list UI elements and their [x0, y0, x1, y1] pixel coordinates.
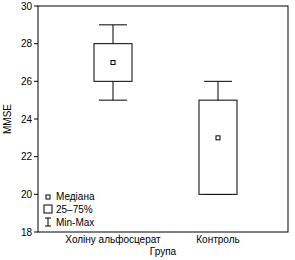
legend-whisker-icon [48, 218, 49, 226]
y-tick [34, 119, 38, 120]
x-tick-label: Контроль [196, 234, 239, 245]
y-tick-label: 24 [21, 114, 33, 125]
upper-whisker [218, 81, 219, 100]
legend-label: Min-Max [56, 217, 94, 228]
legend-label: 25–75% [56, 204, 93, 215]
lower-whisker [113, 81, 114, 100]
background [0, 0, 295, 260]
legend: Медіана 25–75% Min-Max [44, 191, 95, 228]
y-tick [34, 81, 38, 82]
plot-frame [38, 6, 288, 232]
chart: 18 20 22 24 26 28 30 MMSE Холіну альфосцерат Конт… [0, 0, 295, 260]
box [199, 100, 237, 194]
y-tick-label: 20 [21, 189, 33, 200]
y-tick [34, 6, 38, 7]
y-tick [34, 194, 38, 195]
legend-label: Медіана [56, 191, 95, 202]
y-tick-label: 26 [21, 76, 33, 87]
y-tick-label: 18 [21, 227, 33, 238]
legend-whisker-icon [45, 226, 51, 227]
median-marker [216, 136, 220, 140]
y-tick-label: 28 [21, 38, 33, 49]
box [94, 44, 132, 82]
y-tick [34, 156, 38, 157]
x-tick-label: Холіну альфосцерат [65, 234, 161, 245]
y-tick-label: 22 [21, 151, 33, 162]
marks [94, 25, 237, 195]
legend-median-icon [46, 195, 50, 199]
y-tick [34, 43, 38, 44]
max-cap [99, 24, 127, 25]
y-tick-label: 30 [21, 1, 33, 12]
median-marker [111, 61, 115, 65]
x-axis-label: Група [150, 246, 177, 257]
max-cap [204, 81, 232, 82]
y-axis-label: MMSE [2, 104, 13, 134]
min-cap [99, 100, 127, 101]
y-tick [34, 232, 38, 233]
legend-box-icon [44, 205, 52, 213]
upper-whisker [113, 25, 114, 44]
